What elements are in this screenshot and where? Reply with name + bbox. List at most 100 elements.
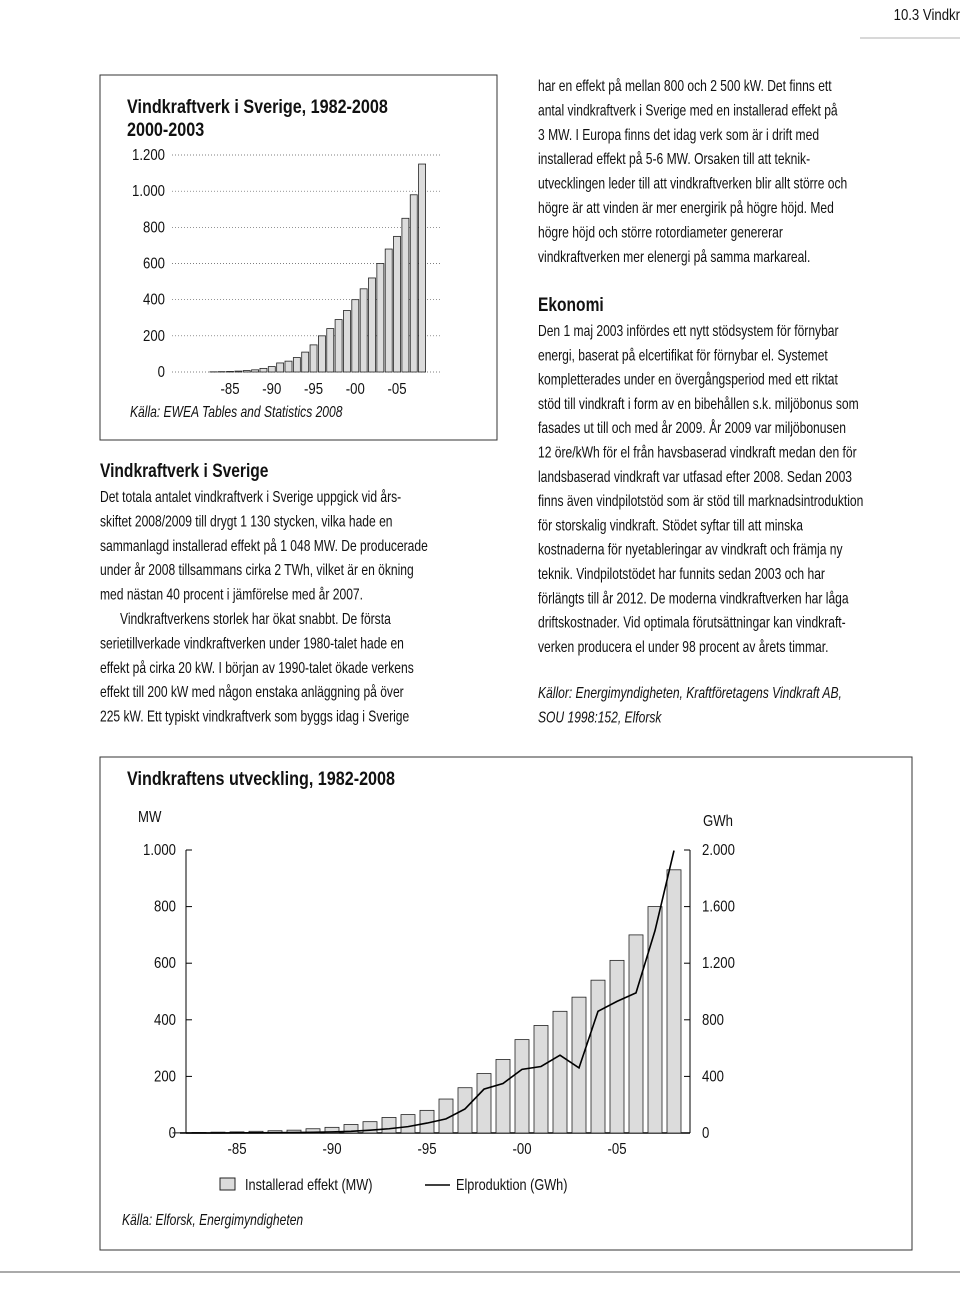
legend-swatch (219, 1177, 236, 1191)
bar (401, 217, 410, 373)
bar (259, 367, 268, 373)
x-tick-label: -85 (227, 1141, 246, 1158)
chart-title: Vindkraftens utveckling, 1982-2008 (127, 768, 395, 790)
bar (251, 369, 260, 373)
bar (476, 1073, 492, 1134)
bar (362, 1121, 378, 1134)
y-tick-label: 800 (143, 219, 165, 236)
bar (334, 319, 343, 373)
body-line: kompletterades under en övergångsperiod … (538, 370, 838, 388)
y-tick-label: 1.000 (132, 183, 165, 200)
axis-label: GWh (703, 813, 733, 830)
source-line: Källor: Energimyndigheten, Kraftföretage… (538, 684, 842, 702)
axis-label: MW (138, 809, 162, 826)
x-tick-label: -90 (262, 381, 281, 398)
body-line: under år 2008 tillsammans cirka 2 TWh, v… (100, 561, 414, 579)
body-line: förlängts till år 2012. De moderna vindk… (538, 589, 849, 607)
body-line: Den 1 maj 2003 infördes ett nytt stödsys… (538, 322, 839, 340)
y-tick-label: 1.000 (143, 842, 176, 859)
bar (284, 360, 293, 373)
x-tick-label: -95 (417, 1141, 436, 1158)
bar (376, 263, 385, 373)
legend-label: Installerad effekt (MW) (245, 1177, 372, 1194)
y-tick-label: 0 (158, 364, 165, 381)
y2-tick-label: 800 (702, 1012, 724, 1029)
body-line: högre höjd och större rotordiameter gene… (538, 223, 783, 241)
bar (343, 1124, 359, 1134)
bar (292, 357, 301, 373)
y-tick-label: 0 (169, 1125, 176, 1142)
y2-tick-label: 400 (702, 1068, 724, 1085)
body-line: högre är att vinden är mer energirik på … (538, 199, 834, 217)
x-tick-label: -90 (322, 1141, 341, 1158)
bar (384, 248, 393, 373)
x-tick-label: -05 (388, 381, 407, 398)
y2-tick-label: 1.600 (702, 899, 735, 916)
body-line: driftskostnader. Vid optimala förutsättn… (538, 613, 846, 631)
body-line: installerad effekt på 5-6 MW. Orsaken ti… (538, 150, 810, 168)
body-line: för storskalig vindkraft. Stödet syftar … (538, 516, 803, 534)
x-tick-label: -00 (512, 1141, 531, 1158)
body-line: Vindkraftverkens storlek har ökat snabbt… (120, 610, 391, 628)
bar (457, 1087, 473, 1134)
body-line: 3 MW. I Europa finns det idag verk som ä… (538, 125, 819, 143)
bar (418, 163, 427, 373)
bar (628, 934, 644, 1134)
y2-tick-label: 1.200 (702, 955, 735, 972)
bar (368, 277, 376, 373)
bar (343, 310, 351, 373)
y-tick-label: 400 (143, 292, 165, 309)
line (180, 850, 675, 1134)
body-line: serietillverkade vindkraftverken under 1… (100, 634, 404, 652)
body-line: utvecklingen leder till att vindkraftver… (538, 174, 847, 192)
chart-frame (99, 756, 913, 1251)
x-tick-label: -95 (304, 381, 323, 398)
bar (317, 335, 326, 373)
chart-title: Vindkraftverk i Sverige, 1982-2008 (127, 96, 388, 118)
bar (301, 351, 310, 373)
legend-label: Elproduktion (GWh) (456, 1177, 567, 1194)
body-line: landsbaserad vindkraft var utfasad efter… (538, 467, 852, 485)
body-line: teknik. Vindpilotstödet har funnits seda… (538, 565, 825, 583)
bar (309, 344, 318, 373)
page-header: 10.3 Vindkr (894, 7, 960, 24)
bar (400, 1114, 416, 1134)
y-tick-label: 1.200 (132, 147, 165, 164)
x-tick-label: -05 (607, 1141, 626, 1158)
chart-source: Källa: EWEA Tables and Statistics 2008 (130, 403, 343, 421)
y-tick-label: 600 (143, 256, 165, 273)
bar (234, 370, 243, 373)
y-tick-label: 400 (154, 1012, 176, 1029)
x-tick-label: -00 (346, 381, 365, 398)
bar (533, 1025, 549, 1134)
body-line: effekt på cirka 20 kW. I början av 1990-… (100, 658, 414, 676)
chart-source: Källa: Elforsk, Energimyndigheten (122, 1211, 303, 1229)
body-line: 12 öre/kWh för el från havsbaserad vindk… (538, 443, 857, 461)
body-line: antal vindkraftverk i Sverige med en ins… (538, 101, 838, 119)
bar (666, 869, 682, 1134)
y-tick-label: 200 (154, 1068, 176, 1085)
body-line: skiftet 2008/2009 till drygt 1 130 styck… (100, 512, 393, 530)
body-line: vindkraftverken mer elenergi på samma ma… (538, 247, 810, 265)
body-line: stöd till vindkraft i form av en bibehål… (538, 394, 859, 412)
bar (552, 1010, 568, 1134)
y-tick-label: 600 (154, 955, 176, 972)
y-tick-label: 200 (143, 328, 165, 345)
chart-subtitle: 2000-2003 (127, 119, 204, 141)
body-line: effekt till 200 kW med någon enstaka anl… (100, 683, 404, 701)
bar (359, 288, 368, 373)
body-line: med nästan 40 procent i jämförelse med å… (100, 585, 363, 603)
bar (381, 1117, 397, 1134)
section-heading: Ekonomi (538, 294, 604, 316)
source-line: SOU 1998:152, Elforsk (538, 708, 662, 726)
body-line: Det totala antalet vindkraftverk i Sveri… (100, 488, 401, 506)
bar (393, 235, 401, 373)
x-tick-label: -85 (221, 381, 240, 398)
bar (351, 299, 360, 373)
bar (324, 1126, 340, 1134)
bar (226, 371, 234, 373)
section-heading: Vindkraftverk i Sverige (100, 460, 269, 482)
bar (409, 194, 418, 373)
